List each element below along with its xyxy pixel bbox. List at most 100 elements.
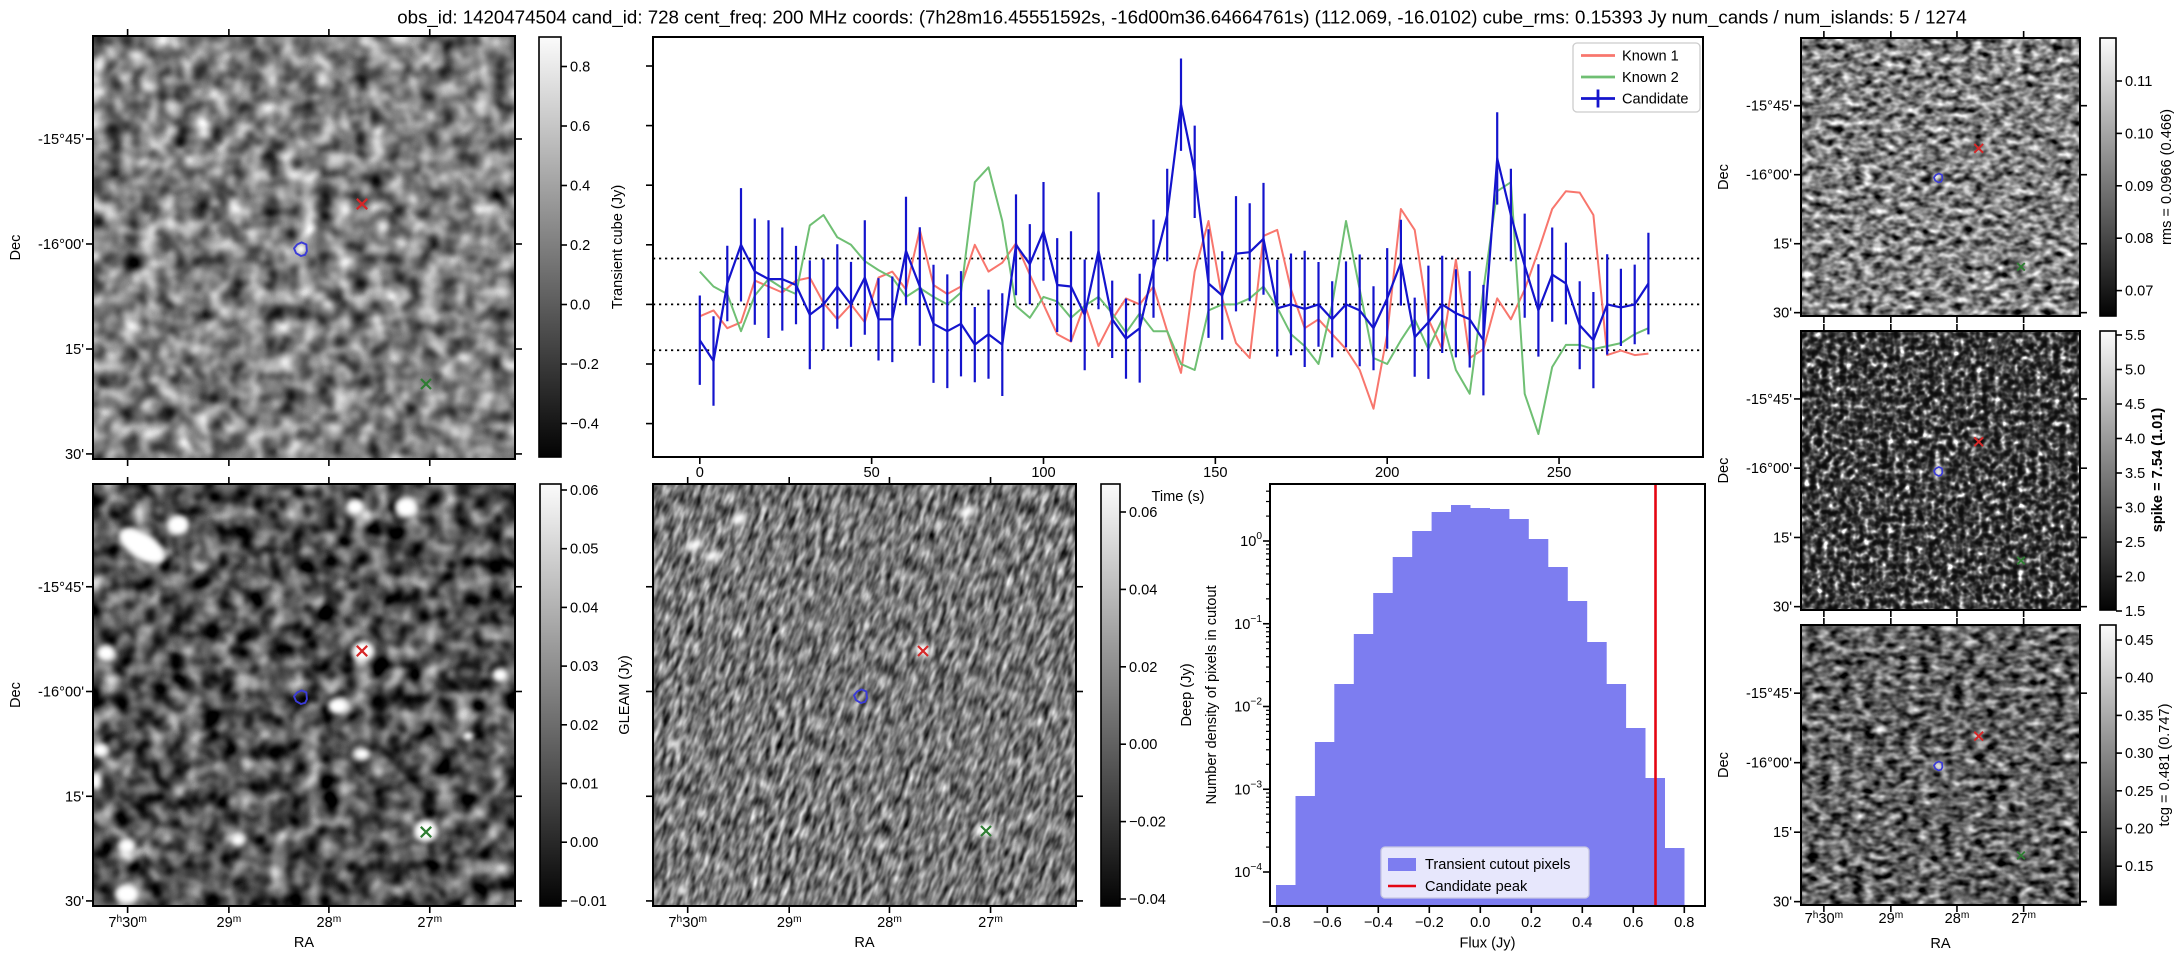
svg-text:Known 2: Known 2 [1622,70,1679,86]
svg-text:Transient cutout pixels: Transient cutout pixels [1425,857,1570,873]
svg-text:0.6: 0.6 [570,119,590,135]
svg-text:0.35: 0.35 [2125,708,2153,724]
svg-text:30': 30' [1773,600,1792,616]
svg-text:Candidate peak: Candidate peak [1425,879,1528,895]
svg-text:3.0: 3.0 [2125,501,2145,517]
svg-text:spike = 7.54 (1.01): spike = 7.54 (1.01) [2150,408,2166,533]
svg-text:0.04: 0.04 [570,600,598,616]
svg-text:Flux (Jy): Flux (Jy) [1460,936,1516,952]
svg-text:0.00: 0.00 [570,835,598,851]
svg-text:0.20: 0.20 [2125,822,2153,838]
svg-text:Deep (Jy): Deep (Jy) [1179,663,1195,726]
svg-text:0.07: 0.07 [2125,284,2153,300]
svg-text:0.00: 0.00 [1129,737,1157,753]
svg-text:150: 150 [1203,465,1227,481]
svg-text:−0.2: −0.2 [570,357,599,373]
svg-text:Dec: Dec [1716,752,1732,778]
svg-text:15': 15' [65,789,84,805]
svg-text:0.4: 0.4 [1572,915,1592,931]
svg-text:Dec: Dec [1716,164,1732,190]
svg-text:0.06: 0.06 [1129,505,1157,521]
svg-text:Known 1: Known 1 [1622,49,1679,65]
svg-text:-16°00': -16°00' [1746,756,1792,772]
svg-text:Dec: Dec [8,682,24,708]
svg-text:4.0: 4.0 [2125,432,2145,448]
svg-text:0.05: 0.05 [570,542,598,558]
svg-text:-15°45': -15°45' [1746,686,1792,702]
svg-text:15': 15' [1773,530,1792,546]
svg-text:-15°45': -15°45' [1746,99,1792,115]
svg-text:0.03: 0.03 [570,659,598,675]
svg-text:0.6: 0.6 [1623,915,1643,931]
svg-text:0.45: 0.45 [2125,633,2153,649]
svg-text:0.02: 0.02 [570,718,598,734]
svg-text:0.30: 0.30 [2125,746,2153,762]
svg-text:5.0: 5.0 [2125,363,2145,379]
svg-text:-16°00': -16°00' [38,237,84,253]
svg-text:30': 30' [1773,306,1792,322]
svg-text:100: 100 [1031,465,1055,481]
svg-text:5.5: 5.5 [2125,328,2145,344]
svg-text:4.5: 4.5 [2125,397,2145,413]
svg-text:50: 50 [864,465,880,481]
svg-text:0.11: 0.11 [2125,74,2152,90]
svg-text:Candidate: Candidate [1622,92,1689,108]
svg-text:−0.2: −0.2 [1415,915,1444,931]
svg-text:0.01: 0.01 [570,777,598,793]
svg-text:30': 30' [65,447,84,463]
svg-text:1.5: 1.5 [2125,604,2145,620]
svg-text:2.5: 2.5 [2125,535,2145,551]
svg-text:Transient cube (Jy): Transient cube (Jy) [610,185,626,309]
svg-text:0.2: 0.2 [570,238,590,254]
svg-text:-16°00': -16°00' [38,684,84,700]
svg-text:RA: RA [1930,936,1951,952]
svg-text:obs_id: 1420474504 cand_id: 72: obs_id: 1420474504 cand_id: 728 cent_fre… [397,7,1966,29]
svg-text:−0.4: −0.4 [570,417,599,433]
svg-text:250: 250 [1547,465,1571,481]
svg-text:0.0: 0.0 [570,298,590,314]
svg-text:15': 15' [65,342,84,358]
svg-text:0.25: 0.25 [2125,784,2153,800]
svg-text:30': 30' [1773,895,1792,911]
svg-text:RA: RA [294,935,315,951]
svg-text:2.0: 2.0 [2125,570,2145,586]
svg-text:rms = 0.0966 (0.466): rms = 0.0966 (0.466) [2159,109,2175,245]
svg-text:RA: RA [854,935,875,951]
svg-text:−0.04: −0.04 [1129,892,1166,908]
svg-text:200: 200 [1375,465,1399,481]
svg-text:−0.01: −0.01 [570,894,607,910]
svg-text:3.5: 3.5 [2125,466,2145,482]
svg-text:GLEAM (Jy): GLEAM (Jy) [617,655,633,734]
svg-text:0.8: 0.8 [1674,915,1694,931]
svg-text:Dec: Dec [8,235,24,261]
svg-text:0.09: 0.09 [2125,179,2153,195]
svg-text:−0.6: −0.6 [1313,915,1342,931]
svg-text:-15°45': -15°45' [38,580,84,596]
svg-text:-15°45': -15°45' [1746,392,1792,408]
svg-text:-15°45': -15°45' [38,132,84,148]
svg-text:−0.4: −0.4 [1364,915,1393,931]
svg-text:−0.8: −0.8 [1262,915,1291,931]
svg-text:−0.02: −0.02 [1129,815,1166,831]
svg-text:tcg = 0.481 (0.747): tcg = 0.481 (0.747) [2157,704,2173,827]
svg-text:-16°00': -16°00' [1746,168,1792,184]
svg-text:0.04: 0.04 [1129,582,1157,598]
svg-text:0.0: 0.0 [1470,915,1490,931]
svg-text:0.10: 0.10 [2125,126,2153,142]
svg-text:0.08: 0.08 [2125,231,2153,247]
svg-text:0: 0 [696,465,704,481]
svg-text:0.40: 0.40 [2125,671,2153,687]
svg-text:Number density of pixels in cu: Number density of pixels in cutout [1204,585,1220,804]
svg-text:0.15: 0.15 [2125,859,2153,875]
svg-text:30': 30' [65,894,84,910]
svg-text:0.2: 0.2 [1521,915,1541,931]
svg-text:0.02: 0.02 [1129,660,1157,676]
svg-text:-16°00': -16°00' [1746,461,1792,477]
svg-text:0.06: 0.06 [570,483,598,499]
svg-text:Dec: Dec [1716,458,1732,484]
svg-text:15': 15' [1773,237,1792,253]
svg-text:15': 15' [1773,825,1792,841]
svg-text:Time (s): Time (s) [1152,489,1205,505]
svg-text:0.8: 0.8 [570,60,590,76]
svg-text:0.4: 0.4 [570,179,590,195]
